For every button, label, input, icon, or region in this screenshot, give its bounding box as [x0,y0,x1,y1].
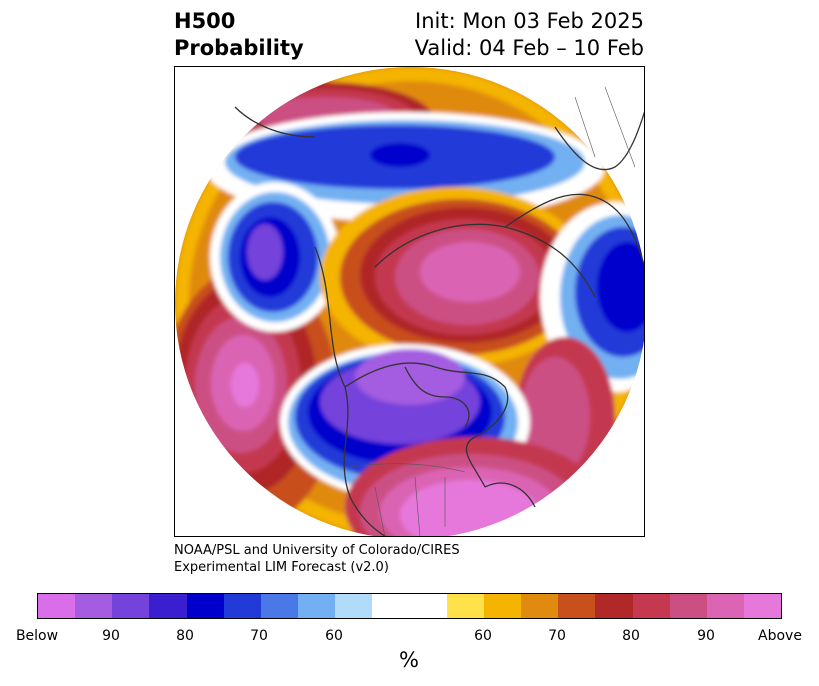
colorbar-segment [632,594,670,618]
colorbar-tick-label: 80 [176,628,194,644]
borders [349,86,636,536]
colorbar-segment [298,594,336,618]
colorbar-segment [706,594,744,618]
colorbar-segment [112,594,150,618]
colorbar-tick-label: 80 [622,628,640,644]
colorbar-segment [372,594,410,618]
colorbar-tick-label: 70 [250,628,268,644]
colorbar-segment [669,594,707,618]
colorbar-segment [223,594,261,618]
colorbar-tick-label: 70 [548,628,566,644]
colorbar-tick-label: 90 [697,628,715,644]
title-type: Probability [174,36,304,60]
valid-range: Valid: 04 Feb – 10 Feb [414,36,644,60]
colorbar-tick-label: Above [758,628,802,644]
colorbar-segment [409,594,447,618]
colorbar-segment [446,594,484,618]
colorbar-segment [335,594,373,618]
colorbar-segment [260,594,299,618]
credit-text: NOAA/PSL and University of Colorado/CIRE… [174,542,460,576]
title-block-right: Init: Mon 03 Feb 2025 Valid: 04 Feb – 10… [415,8,644,62]
colorbar-unit: % [399,648,419,672]
colorbar-segment [75,594,113,618]
colorbar-tick-label: 60 [474,628,492,644]
map-svg [175,67,644,536]
colorbar-tick-label: Below [15,628,59,644]
colorbar-segment [149,594,187,618]
colorbar-tick-label: 60 [325,628,343,644]
init-date: Init: Mon 03 Feb 2025 [415,9,644,33]
colorbar-segment [743,594,782,618]
colorbar-segment [558,594,596,618]
colorbar-segment [483,594,522,618]
title-variable: H500 [174,9,236,33]
colorbar-segment [186,594,224,618]
credit-line-1: NOAA/PSL and University of Colorado/CIRE… [174,543,460,558]
colorbar-segment [521,594,559,618]
probability-map [174,66,645,537]
colorbar-tick-label: 90 [102,628,120,644]
title-block-left: H500 Probability [174,8,304,62]
colorbar [37,593,782,619]
colorbar-segment [38,594,76,618]
colorbar-segment [595,594,633,618]
coastlines [234,106,644,536]
credit-line-2: Experimental LIM Forecast (v2.0) [174,560,389,575]
probability-field [175,67,644,536]
